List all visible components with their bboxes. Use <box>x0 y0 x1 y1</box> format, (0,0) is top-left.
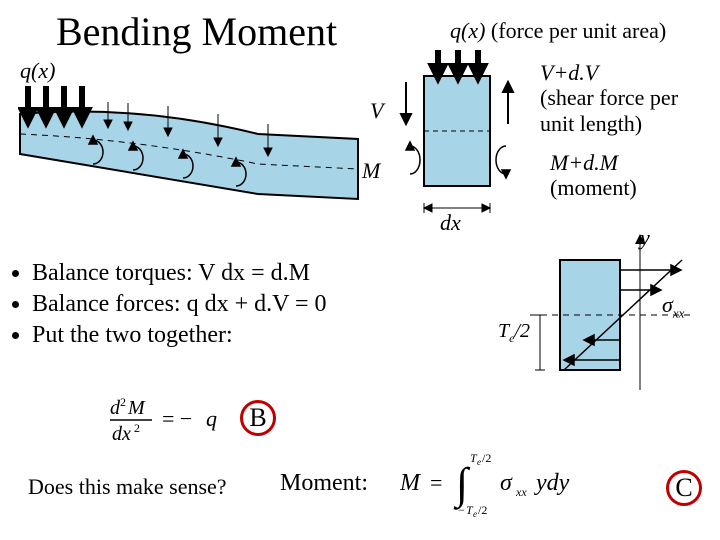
svg-text:xx: xx <box>515 485 527 499</box>
svg-text:/2: /2 <box>478 503 487 517</box>
sigma-xx-label: σxx <box>662 292 684 321</box>
page-title: Bending Moment <box>56 8 337 55</box>
question-text: Does this make sense? <box>28 474 227 500</box>
VdV-line3: unit length) <box>540 111 642 136</box>
svg-text:σ: σ <box>500 470 513 496</box>
bullet-2: Balance forces: q dx + d.V = 0 <box>32 291 327 318</box>
moment-label: Moment: <box>280 470 368 497</box>
svg-text:e: e <box>473 509 477 518</box>
element-q-arrows <box>432 50 484 78</box>
svg-text:e: e <box>477 457 481 467</box>
MdM-line1: M+d.M <box>550 150 618 175</box>
bullet-list: Balance torques: V dx = d.M Balance forc… <box>8 260 327 353</box>
svg-text:= −: = − <box>162 406 192 431</box>
M-label: M <box>362 158 380 184</box>
beam-diagram <box>18 84 368 244</box>
MdM-label: M+d.M (moment) <box>550 150 637 201</box>
VdV-line2: (shear force per <box>540 85 678 110</box>
qx-right-label: q(x) (force per unit area) <box>450 18 666 44</box>
svg-text:q: q <box>206 406 217 431</box>
qx-right-italic: q(x) <box>450 18 485 43</box>
svg-text:/2: /2 <box>482 451 491 465</box>
svg-text:dx: dx <box>112 423 131 445</box>
dx-label: dx <box>440 210 461 236</box>
qx-right-rest: (force per unit area) <box>485 18 666 43</box>
M-moment-right <box>496 146 510 178</box>
VdV-label: V+d.V (shear force per unit length) <box>540 60 678 136</box>
svg-text:M: M <box>127 397 146 419</box>
svg-text:M: M <box>400 470 422 496</box>
y-label: y <box>640 225 650 251</box>
V-arrow-right <box>503 82 513 124</box>
M-moment-left <box>406 142 420 174</box>
svg-text:2: 2 <box>120 395 126 409</box>
MdM-line2: (moment) <box>550 175 637 200</box>
svg-text:2: 2 <box>134 421 140 435</box>
svg-text:=: = <box>430 470 442 495</box>
VdV-line1: V+d.V <box>540 60 598 85</box>
bullet-1: Balance torques: V dx = d.M <box>32 260 327 287</box>
equation-C: M = ∫ T e /2 − T e /2 σ xx ydy <box>400 448 660 523</box>
sigma-sub: xx <box>673 305 685 320</box>
Te2-label: Te/2 <box>498 320 530 346</box>
bullet-3: Put the two together: <box>32 322 327 349</box>
equation-B: d 2 M dx 2 = − q <box>110 392 240 453</box>
circle-C: C <box>666 470 702 506</box>
sigma-symbol: σ <box>662 292 673 317</box>
beam-outline <box>20 112 358 200</box>
Te2-marker <box>535 315 545 370</box>
V-arrow-left <box>401 82 411 124</box>
circle-B: B <box>240 400 276 436</box>
V-label: V <box>370 98 383 124</box>
svg-text:−: − <box>458 503 465 517</box>
qx-left-label: q(x) <box>20 58 55 84</box>
svg-text:ydy: ydy <box>534 470 570 496</box>
